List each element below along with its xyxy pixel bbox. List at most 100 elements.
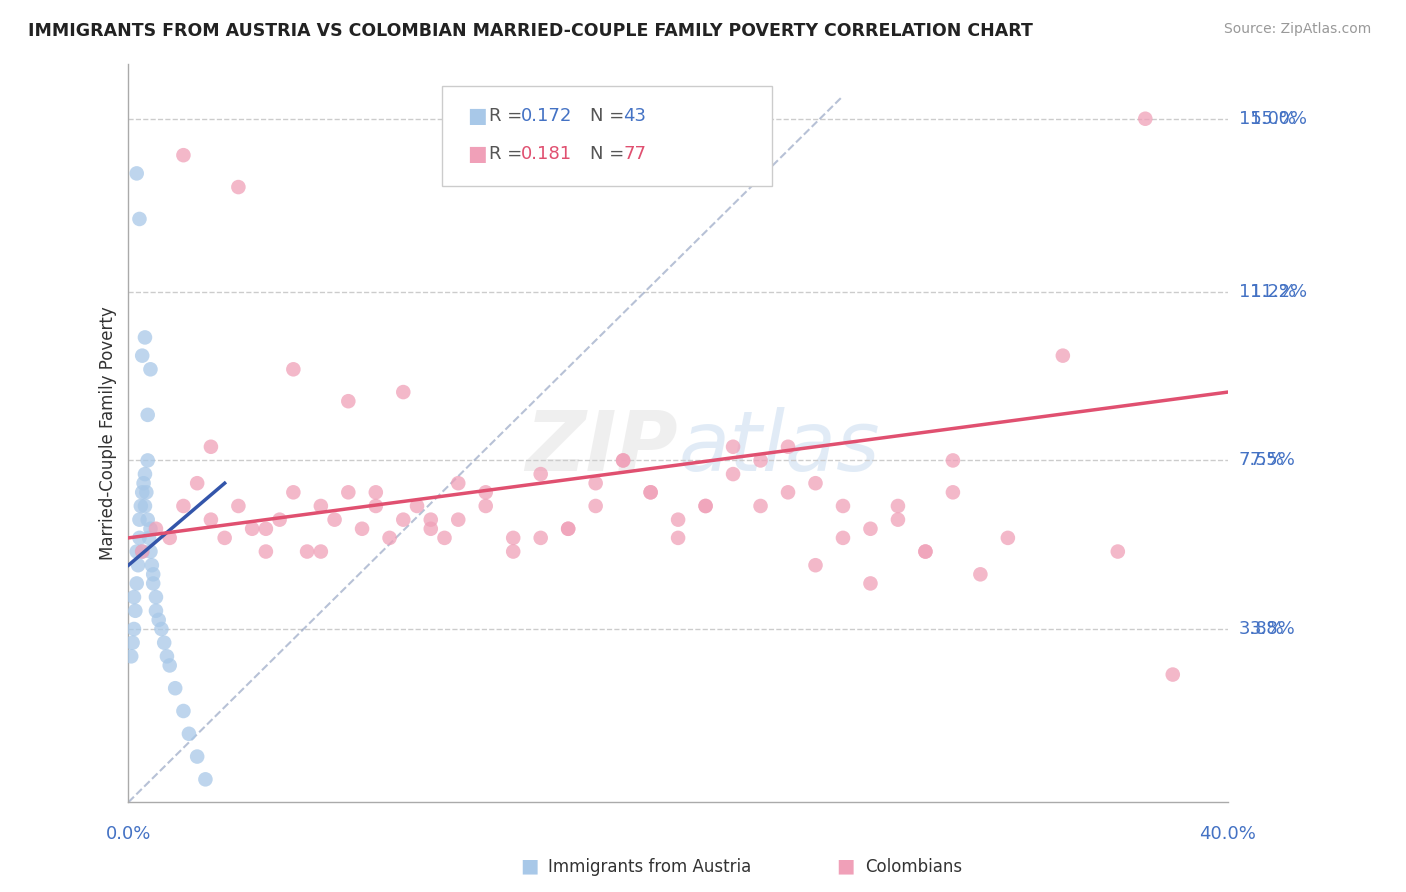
Point <box>148 613 170 627</box>
Point <box>832 531 855 545</box>
Point <box>165 681 187 696</box>
Text: Source: ZipAtlas.com: Source: ZipAtlas.com <box>1223 22 1371 37</box>
Text: N =: N = <box>591 107 630 125</box>
Point <box>942 485 965 500</box>
Point <box>269 513 291 527</box>
Text: ■: ■ <box>837 857 855 876</box>
Point <box>804 476 827 491</box>
Point <box>128 513 150 527</box>
Text: 0.172: 0.172 <box>520 107 572 125</box>
Point <box>283 485 305 500</box>
Point <box>139 522 162 536</box>
Text: 7.5%: 7.5% <box>1239 451 1285 469</box>
Point <box>887 499 910 513</box>
Text: Colombians: Colombians <box>865 858 962 876</box>
Point <box>585 499 607 513</box>
Text: 77: 77 <box>623 145 647 163</box>
Point <box>887 513 910 527</box>
Point <box>127 558 149 573</box>
Point <box>557 522 579 536</box>
Point <box>392 513 415 527</box>
Point <box>131 349 153 363</box>
Point <box>612 453 634 467</box>
Point <box>145 604 167 618</box>
Text: atlas: atlas <box>678 408 880 488</box>
Point <box>1052 349 1074 363</box>
Point <box>447 513 470 527</box>
Point <box>695 499 717 513</box>
Point <box>131 485 153 500</box>
Point <box>309 544 332 558</box>
Point <box>406 499 429 513</box>
Point <box>200 513 222 527</box>
Point <box>721 440 744 454</box>
Point <box>159 658 181 673</box>
Point <box>135 485 157 500</box>
Point <box>364 485 387 500</box>
Point <box>200 440 222 454</box>
Point <box>364 499 387 513</box>
Point <box>153 635 176 649</box>
Text: 0.181: 0.181 <box>520 145 572 163</box>
Point <box>172 148 194 162</box>
Text: R =: R = <box>489 145 529 163</box>
Point <box>337 394 360 409</box>
Point <box>186 476 208 491</box>
Point <box>159 531 181 545</box>
Point <box>502 531 524 545</box>
Point <box>474 499 496 513</box>
Text: ■: ■ <box>467 106 486 126</box>
Point <box>142 567 165 582</box>
Point <box>240 522 263 536</box>
Point <box>295 544 318 558</box>
Point <box>530 531 553 545</box>
Point <box>254 544 277 558</box>
Point <box>749 453 772 467</box>
Y-axis label: Married-Couple Family Poverty: Married-Couple Family Poverty <box>100 306 117 560</box>
Point <box>132 476 155 491</box>
Point <box>749 499 772 513</box>
Text: 7.5%: 7.5% <box>1250 451 1295 469</box>
Point <box>474 485 496 500</box>
Point <box>125 576 148 591</box>
Point <box>447 476 470 491</box>
Point <box>530 467 553 481</box>
Point <box>128 531 150 545</box>
Text: R =: R = <box>489 107 529 125</box>
Point <box>141 558 163 573</box>
Point <box>139 544 162 558</box>
Point <box>378 531 401 545</box>
Point <box>186 749 208 764</box>
Point <box>942 453 965 467</box>
Point <box>640 485 662 500</box>
Point <box>309 499 332 513</box>
Point <box>804 558 827 573</box>
Point <box>695 499 717 513</box>
Point <box>585 476 607 491</box>
Text: 43: 43 <box>623 107 647 125</box>
Point <box>228 180 250 194</box>
Text: 40.0%: 40.0% <box>1199 825 1256 843</box>
Point <box>122 590 145 604</box>
Text: 3.8%: 3.8% <box>1250 620 1295 638</box>
Point <box>177 727 200 741</box>
Point <box>139 362 162 376</box>
FancyBboxPatch shape <box>441 87 772 186</box>
Point <box>914 544 936 558</box>
Point <box>214 531 236 545</box>
Point <box>323 513 346 527</box>
Point <box>1135 112 1157 126</box>
Text: ■: ■ <box>520 857 538 876</box>
Point <box>136 408 159 422</box>
Point <box>145 590 167 604</box>
Point <box>125 166 148 180</box>
Point <box>721 467 744 481</box>
Point <box>121 635 143 649</box>
Point <box>859 576 882 591</box>
Point <box>131 544 153 558</box>
Point <box>134 499 156 513</box>
Point <box>666 513 689 527</box>
Text: ■: ■ <box>467 145 486 164</box>
Point <box>124 604 146 618</box>
Text: Immigrants from Austria: Immigrants from Austria <box>548 858 752 876</box>
